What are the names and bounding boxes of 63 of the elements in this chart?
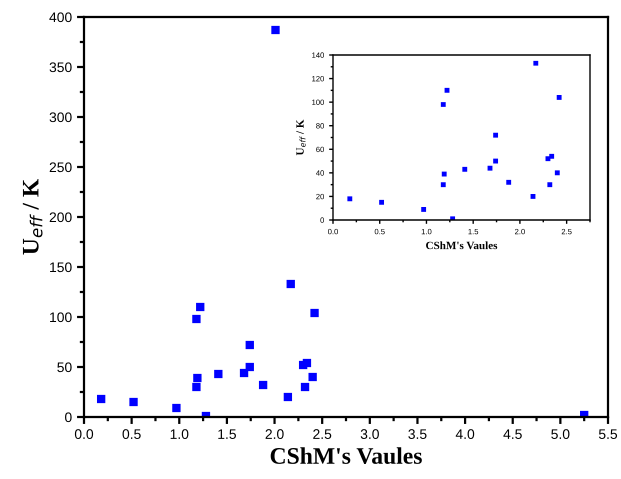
y-axis-title: U$_{eff}$ / K	[296, 120, 306, 156]
point	[129, 398, 138, 406]
point	[192, 314, 201, 324]
y-axis-title: U$_{eff}$ / K	[22, 178, 43, 255]
x-tick-label: 4.0	[456, 429, 474, 440]
point	[192, 382, 201, 392]
point	[530, 194, 536, 199]
point	[379, 200, 384, 205]
point	[172, 404, 181, 412]
y-tick-label: 400	[49, 12, 72, 22]
point	[286, 280, 295, 288]
x-tick-label: 2.0	[266, 429, 284, 440]
x-tick-label: 2.5	[313, 429, 332, 440]
x-tick-label: 3.5	[408, 429, 427, 440]
point	[421, 206, 426, 212]
point	[258, 380, 268, 390]
point	[547, 182, 552, 188]
x-tick-label: 4.5	[503, 429, 522, 440]
point	[450, 216, 456, 220]
point	[462, 166, 468, 172]
x-tick-label: 1.0	[170, 429, 188, 440]
point	[246, 340, 254, 350]
point	[554, 170, 560, 176]
point	[214, 370, 222, 378]
x-tick-label: 3.0	[360, 429, 379, 440]
y-tick-label: 300	[50, 112, 72, 122]
y-tick-label: 0	[65, 412, 72, 422]
point	[440, 182, 446, 188]
y-tick-label: 50	[57, 362, 72, 372]
point	[556, 94, 562, 100]
point	[246, 362, 254, 372]
point	[96, 394, 106, 404]
point	[196, 302, 204, 312]
y-tick-label: 150	[50, 262, 72, 272]
point	[444, 88, 450, 93]
point	[308, 372, 317, 382]
x-tick-label: 1.5	[218, 429, 236, 440]
point	[271, 26, 280, 34]
point	[310, 308, 319, 318]
point	[442, 172, 447, 176]
point	[488, 166, 492, 171]
point	[440, 102, 446, 107]
y-tick-label: 350	[50, 62, 72, 72]
point	[300, 382, 310, 392]
point	[546, 156, 550, 162]
point	[493, 158, 498, 164]
point	[347, 196, 352, 202]
x-tick-label: 5.5	[598, 429, 618, 440]
point	[193, 374, 202, 382]
point	[284, 392, 292, 402]
point	[493, 132, 498, 138]
y-tick-label: 250	[50, 162, 72, 172]
point	[549, 154, 554, 159]
point	[302, 358, 312, 368]
point	[506, 180, 512, 185]
x-axis-title: CShM's Vaules	[426, 241, 498, 250]
y-tick-label: 200	[50, 212, 72, 222]
y-tick-label: 100	[50, 312, 72, 322]
x-axis-title: CShM's Vaules	[270, 447, 422, 464]
x-tick-label: 0.0	[74, 429, 94, 440]
x-tick-label: 0.5	[122, 429, 141, 440]
point	[533, 60, 538, 66]
x-tick-label: 5.0	[551, 429, 570, 440]
